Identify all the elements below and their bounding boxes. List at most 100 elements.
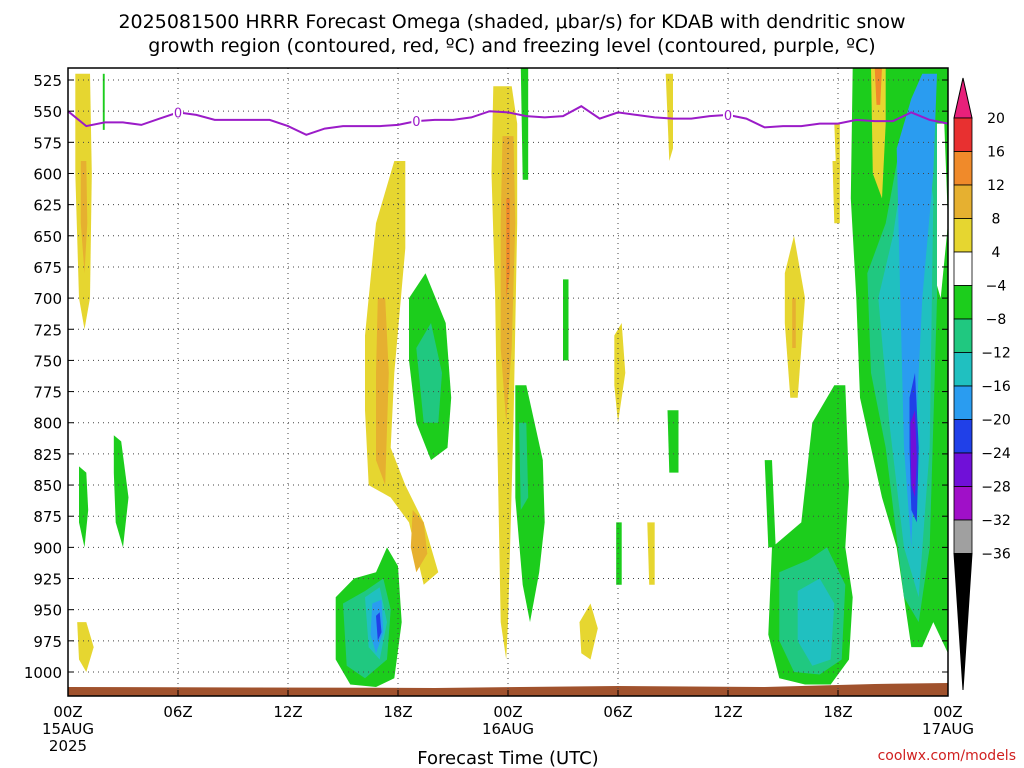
colorbar-swatch bbox=[953, 285, 973, 320]
x-tick-label: 06Z bbox=[603, 703, 632, 721]
y-tick-label: 850 bbox=[33, 477, 62, 495]
y-tick-label: 525 bbox=[33, 72, 62, 90]
omega-region bbox=[871, 68, 886, 199]
omega-region bbox=[579, 603, 598, 660]
x-tick-label: 17AUG bbox=[922, 720, 974, 738]
y-tick-label: 975 bbox=[33, 633, 62, 651]
colorbar-label: 20 bbox=[987, 111, 1005, 127]
colorbar-swatch bbox=[953, 452, 973, 487]
colorbar-swatch bbox=[953, 218, 973, 253]
colorbar-swatch bbox=[953, 184, 973, 219]
y-tick-label: 750 bbox=[33, 352, 62, 370]
y-tick-label: 900 bbox=[33, 539, 62, 557]
y-tick-label: 825 bbox=[33, 446, 62, 464]
omega-region bbox=[667, 410, 679, 473]
x-tick-label: 16AUG bbox=[482, 720, 534, 738]
x-tick-label: 12Z bbox=[273, 703, 302, 721]
colorbar-swatch bbox=[953, 117, 973, 152]
colorbar-label: −12 bbox=[981, 346, 1011, 362]
omega-region bbox=[376, 612, 382, 641]
freezing-level-label-bg bbox=[411, 113, 422, 128]
colorbar-swatch bbox=[953, 318, 973, 353]
x-tick-label: 12Z bbox=[713, 703, 742, 721]
colorbar-legend: 20 16 12 8 4 −4 −8 −12 −16 −20 −24 −28 −32 −36 bbox=[953, 77, 1011, 691]
omega-region bbox=[792, 298, 796, 348]
colorbar-swatch bbox=[953, 385, 973, 420]
omega-region bbox=[616, 522, 622, 585]
omega-region bbox=[563, 279, 569, 361]
omega-region bbox=[614, 323, 626, 423]
colorbar-swatch bbox=[953, 553, 973, 691]
y-tick-label: 925 bbox=[33, 571, 62, 589]
x-tick-label: 00Z bbox=[53, 703, 82, 721]
omega-region bbox=[519, 422, 529, 510]
x-tick-label: 00Z bbox=[933, 703, 962, 721]
x-tick-label: 06Z bbox=[163, 703, 192, 721]
chart-title-line-2: growth region (contoured, red, ºC) and f… bbox=[148, 35, 875, 57]
omega-region bbox=[416, 323, 442, 423]
y-tick-label: 725 bbox=[33, 321, 62, 339]
y-tick-label: 675 bbox=[33, 259, 62, 277]
colorbar-swatch bbox=[953, 352, 973, 387]
colorbar-label: −28 bbox=[981, 480, 1011, 496]
plot-area: 0 0 0 bbox=[67, 67, 949, 697]
freezing-level-label: 0 bbox=[174, 106, 182, 121]
freezing-level-label-bg bbox=[173, 104, 183, 119]
omega-region bbox=[79, 466, 89, 548]
y-tick-label: 1000 bbox=[24, 664, 62, 682]
y-tick-label: 600 bbox=[33, 165, 62, 183]
colorbar-label: −36 bbox=[981, 547, 1011, 563]
colorbar-label: −8 bbox=[986, 312, 1007, 328]
x-tick-label: 18Z bbox=[383, 703, 412, 721]
omega-region bbox=[764, 460, 776, 548]
colorbar-label: 4 bbox=[992, 245, 1001, 261]
x-tick-label: 18Z bbox=[823, 703, 852, 721]
x-axis-label: Forecast Time (UTC) bbox=[417, 748, 598, 768]
colorbar-label: 8 bbox=[992, 212, 1001, 228]
colorbar-swatch bbox=[953, 419, 973, 454]
colorbar-swatch bbox=[953, 519, 973, 554]
credit-text[interactable]: coolwx.com/models bbox=[878, 748, 1016, 764]
colorbar-label: −20 bbox=[981, 413, 1011, 429]
omega-region bbox=[874, 68, 882, 105]
chart-title-line-1: 2025081500 HRRR Forecast Omega (shaded, … bbox=[118, 11, 905, 33]
freezing-level-label-bg bbox=[723, 106, 733, 121]
omega-region bbox=[376, 298, 389, 486]
omega-region bbox=[80, 161, 88, 274]
omega-region bbox=[410, 510, 428, 573]
colorbar-swatch bbox=[953, 77, 973, 119]
freezing-level-label: 0 bbox=[412, 115, 420, 130]
omega-region bbox=[520, 68, 529, 180]
y-tick-label: 775 bbox=[33, 384, 62, 402]
freezing-level-line bbox=[67, 105, 949, 136]
omega-region bbox=[797, 578, 835, 666]
y-tick-label: 950 bbox=[33, 602, 62, 620]
y-tick-label: 625 bbox=[33, 197, 62, 215]
y-tick-label: 550 bbox=[33, 103, 62, 121]
colorbar-label: −32 bbox=[981, 513, 1011, 529]
omega-region bbox=[102, 73, 105, 130]
y-axis: 525 550 575 600 625 650 675 700 725 750 775 800 825 8… bbox=[24, 72, 948, 682]
y-tick-label: 650 bbox=[33, 228, 62, 246]
y-tick-label: 800 bbox=[33, 415, 62, 433]
colorbar-label: −16 bbox=[981, 379, 1011, 395]
colorbar-label: 16 bbox=[987, 145, 1005, 161]
y-tick-label: 700 bbox=[33, 290, 62, 308]
y-tick-label: 575 bbox=[33, 134, 62, 152]
colorbar-swatch bbox=[953, 251, 973, 286]
omega-region bbox=[896, 73, 937, 548]
freezing-level-label: 0 bbox=[724, 109, 732, 124]
omega-region bbox=[834, 123, 840, 174]
y-tick-label: 875 bbox=[33, 508, 62, 526]
colorbar-swatch bbox=[953, 151, 973, 186]
x-tick-label: 2025 bbox=[49, 737, 87, 755]
omega-region bbox=[515, 385, 545, 623]
omega-region bbox=[832, 161, 840, 224]
colorbar-label: −24 bbox=[981, 446, 1011, 462]
plot-clip-group bbox=[68, 68, 948, 696]
omega-region bbox=[77, 622, 94, 672]
omega-region bbox=[113, 435, 129, 548]
x-tick-label: 15AUG bbox=[42, 720, 94, 738]
